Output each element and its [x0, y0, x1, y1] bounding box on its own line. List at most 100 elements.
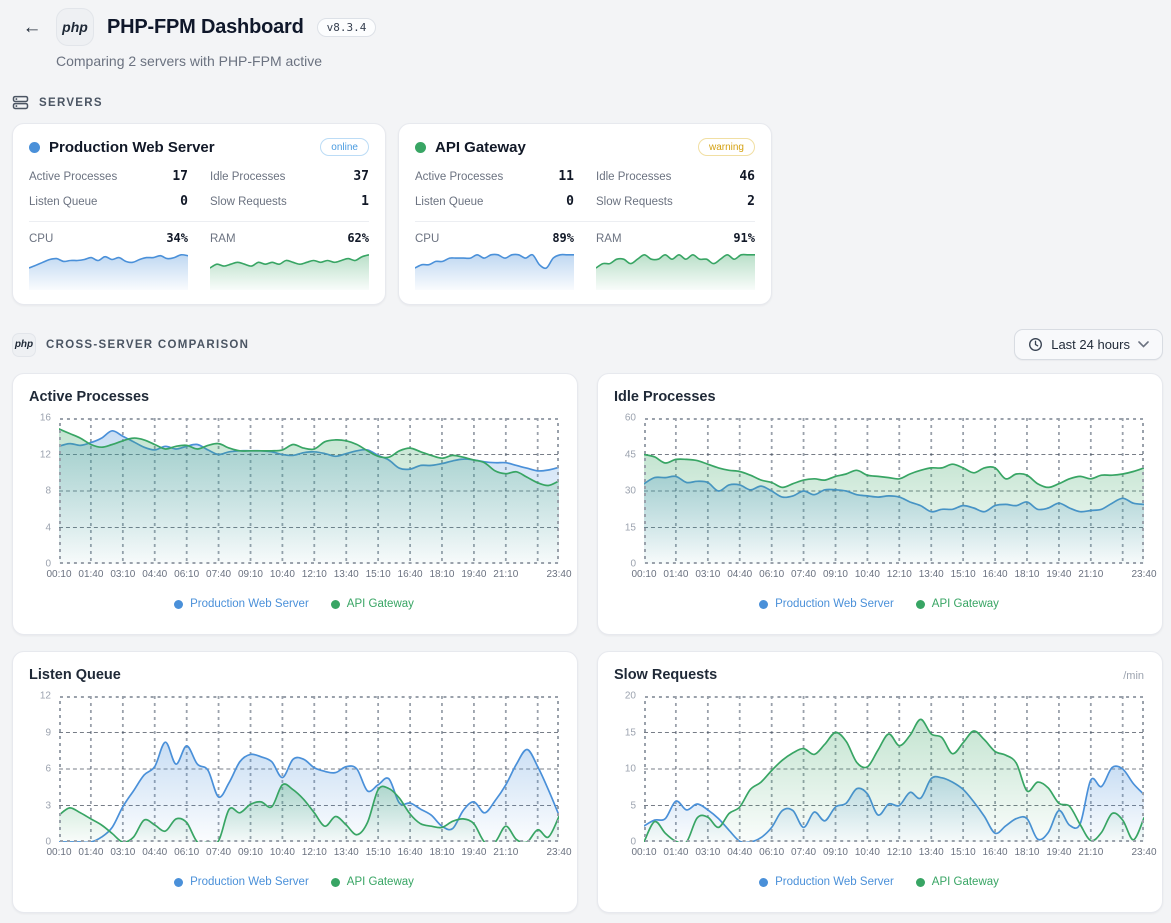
server-gauges: CPU 34% RAM 62%	[29, 231, 369, 290]
gauge-value: 91%	[733, 231, 755, 245]
legend-label: Production Web Server	[190, 876, 309, 888]
server-dot	[415, 141, 426, 153]
x-axis: 00:10 01:40 03:10 04:40 06:10 07:40 09:10 10:40…	[46, 569, 572, 580]
gauge-value: 62%	[347, 231, 369, 245]
x-axis: 00:10 01:40 03:10 04:40 06:10 07:40 09:10 10:40…	[46, 847, 572, 858]
legend-label: Production Web Server	[190, 598, 309, 610]
stat-label: Listen Queue	[415, 196, 484, 208]
chevron-down-icon	[1138, 341, 1149, 348]
stat-label: Active Processes	[29, 171, 118, 183]
stat-slow-requests: Slow Requests 2	[596, 194, 755, 209]
chart-card-slow-requests: Slow Requests /min 0 5 10 15 20 00:10 01:40 03…	[597, 651, 1163, 913]
ram-sparkline	[210, 254, 369, 290]
stat-idle-processes: Idle Processes 46	[596, 169, 755, 184]
legend-label: Production Web Server	[775, 598, 894, 610]
gauge-ram: RAM 91%	[596, 231, 755, 290]
divider	[29, 221, 369, 222]
chart-plot	[644, 418, 1144, 564]
cpu-sparkline	[415, 253, 574, 290]
gauge-cpu: CPU 89%	[415, 231, 574, 290]
chart-legend: Production Web Server API Gateway	[29, 598, 559, 610]
stat-label: Idle Processes	[596, 171, 672, 183]
server-card-production: Production Web Server online Active Proc…	[12, 123, 386, 305]
server-card-api-gateway: API Gateway warning Active Processes 11 …	[398, 123, 772, 305]
header: ← php PHP-FPM Dashboard v8.3.4 Comparing…	[12, 0, 1163, 69]
chart-card-idle-processes: Idle Processes 0 15 30 45 60 00:10 01:40 03:10…	[597, 373, 1163, 635]
server-name: Production Web Server	[49, 138, 215, 156]
chart-legend: Production Web Server API Gateway	[614, 598, 1144, 610]
status-badge: online	[320, 138, 369, 156]
server-card-head: Production Web Server online	[29, 138, 369, 156]
ram-sparkline	[596, 253, 755, 290]
chart-title: Slow Requests	[614, 667, 718, 683]
chart-title: Idle Processes	[614, 389, 716, 405]
y-axis: 0 15 30 45 60	[624, 412, 636, 570]
stat-label: Slow Requests	[210, 196, 287, 208]
server-name: API Gateway	[435, 138, 526, 156]
x-axis: 00:10 01:40 03:10 04:40 06:10 07:40 09:10 10:40…	[631, 847, 1157, 858]
status-badge: warning	[697, 138, 755, 156]
legend-item-production[interactable]: Production Web Server	[174, 876, 309, 888]
stat-value: 17	[172, 169, 188, 184]
legend-label: Production Web Server	[775, 876, 894, 888]
stat-value: 0	[180, 194, 188, 209]
server-stats: Active Processes 11 Idle Processes 46 Li…	[415, 169, 755, 209]
legend-item-production[interactable]: Production Web Server	[759, 598, 894, 610]
stat-value: 2	[747, 194, 755, 209]
gauge-cpu: CPU 34%	[29, 231, 188, 290]
y-axis: 0 3 6 9 12	[39, 690, 51, 848]
comparison-section-text: CROSS-SERVER COMPARISON	[46, 338, 250, 351]
chart-title: Listen Queue	[29, 667, 121, 683]
comparison-section-label: php CROSS-SERVER COMPARISON	[12, 332, 250, 357]
stat-value: 0	[566, 194, 574, 209]
legend-item-production[interactable]: Production Web Server	[759, 876, 894, 888]
php-logo-icon: php	[56, 8, 94, 46]
stat-listen-queue: Listen Queue 0	[415, 194, 574, 209]
servers-section-text: SERVERS	[39, 96, 103, 109]
chart-legend: Production Web Server API Gateway	[614, 876, 1144, 888]
php-icon: php	[12, 332, 36, 357]
gauge-value: 34%	[166, 231, 188, 245]
comparison-charts: Active Processes 0 4 8 12 16 00:10 01:40 03:10…	[12, 373, 1163, 913]
y-axis: 0 4 8 12 16	[39, 412, 51, 570]
legend-item-api-gateway[interactable]: API Gateway	[915, 876, 999, 888]
legend-item-api-gateway[interactable]: API Gateway	[330, 598, 414, 610]
stat-value: 11	[558, 169, 574, 184]
legend-label: API Gateway	[931, 876, 999, 888]
comparison-section-row: php CROSS-SERVER COMPARISON Last 24 hour…	[12, 329, 1163, 360]
legend-item-production[interactable]: Production Web Server	[174, 598, 309, 610]
page-title: PHP-FPM Dashboard	[107, 15, 304, 38]
divider	[415, 221, 755, 222]
cpu-sparkline	[29, 253, 188, 290]
back-button[interactable]: ←	[20, 16, 44, 40]
stat-active-processes: Active Processes 17	[29, 169, 188, 184]
chart-plot	[59, 418, 559, 564]
gauge-label: RAM	[596, 233, 622, 245]
chart-title: Active Processes	[29, 389, 150, 405]
stat-label: Listen Queue	[29, 196, 98, 208]
legend-dot	[174, 877, 184, 887]
servers-section-label: SERVERS	[12, 94, 1163, 111]
legend-dot	[759, 599, 769, 609]
time-range-dropdown[interactable]: Last 24 hours	[1014, 329, 1163, 360]
gauge-value: 89%	[552, 231, 574, 245]
legend-dot	[915, 599, 925, 609]
stat-slow-requests: Slow Requests 1	[210, 194, 369, 209]
time-range-label: Last 24 hours	[1051, 337, 1130, 352]
gauge-label: CPU	[29, 233, 54, 245]
stat-active-processes: Active Processes 11	[415, 169, 574, 184]
page-subtitle: Comparing 2 servers with PHP-FPM active	[56, 53, 323, 69]
legend-label: API Gateway	[346, 876, 414, 888]
stat-label: Active Processes	[415, 171, 504, 183]
server-stack-icon	[12, 95, 29, 110]
stat-value: 37	[353, 169, 369, 184]
x-axis: 00:10 01:40 03:10 04:40 06:10 07:40 09:10 10:40…	[631, 569, 1157, 580]
legend-item-api-gateway[interactable]: API Gateway	[330, 876, 414, 888]
stat-label: Slow Requests	[596, 196, 673, 208]
legend-dot	[330, 599, 340, 609]
chart-legend: Production Web Server API Gateway	[29, 876, 559, 888]
chart-plot	[59, 696, 559, 842]
legend-item-api-gateway[interactable]: API Gateway	[915, 598, 999, 610]
chart-unit: /min	[1123, 670, 1144, 682]
